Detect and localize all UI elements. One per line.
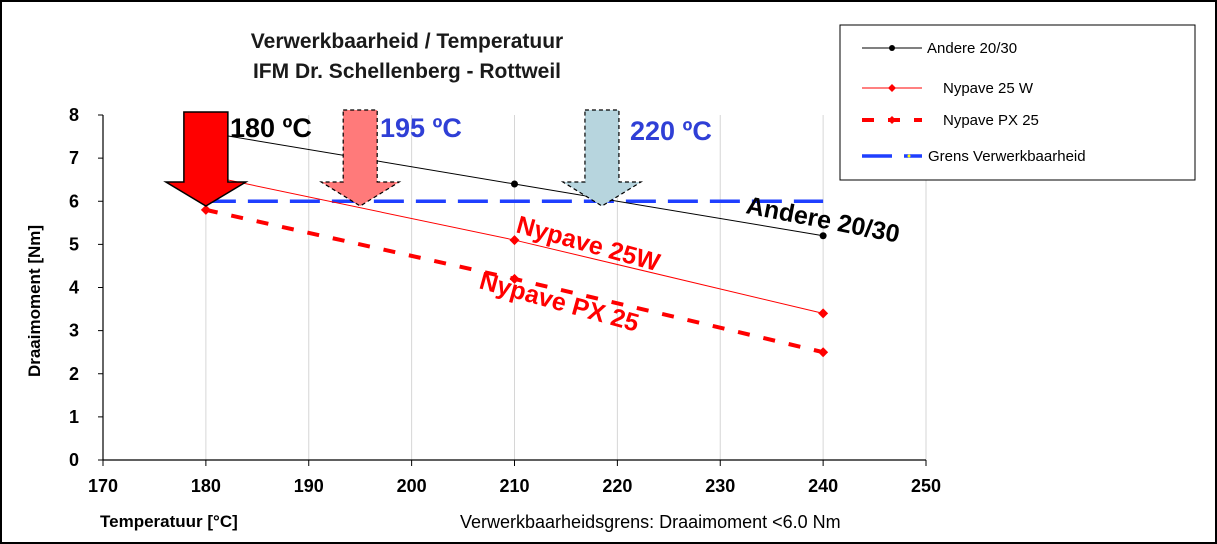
axes — [98, 114, 927, 466]
x-tick-label: 220 — [602, 476, 632, 496]
series-label-nypave-25w: Nypave 25W — [513, 211, 663, 277]
data-point — [818, 308, 829, 319]
legend-label: Grens Verwerkbaarheid — [928, 148, 1086, 165]
x-tick-label: 170 — [88, 476, 118, 496]
y-tick-labels: 0 1 2 3 4 5 6 7 8 — [69, 105, 79, 470]
legend-label: Nypave 25 W — [943, 80, 1034, 97]
y-tick-label: 7 — [69, 148, 79, 168]
y-tick-label: 8 — [69, 105, 79, 125]
arrow-marker — [163, 111, 249, 207]
y-tick-label: 1 — [69, 407, 79, 427]
y-tick-label: 0 — [69, 450, 79, 470]
arrow-group — [163, 109, 644, 207]
legend-label: Nypave PX 25 — [943, 112, 1039, 129]
legend-box — [839, 24, 1196, 181]
temp-label-180: 180 ºC — [230, 113, 312, 143]
x-tick-label: 210 — [499, 476, 529, 496]
x-tick-label: 240 — [808, 476, 838, 496]
x-tick-label: 180 — [191, 476, 221, 496]
x-axis-label: Temperatuur [°C] — [100, 512, 238, 531]
legend: Andere 20/30 Nypave 25 W Nypave PX 25 Grens… — [839, 24, 1196, 181]
temp-label-220: 220 ºC — [630, 116, 712, 146]
x-tick-label: 250 — [911, 476, 941, 496]
legend-label: Andere 20/30 — [927, 40, 1017, 57]
legend-marker — [888, 116, 896, 124]
arrow-marker — [319, 109, 402, 207]
temp-label-195: 195 ºC — [380, 113, 462, 143]
chart-title: Verwerkbaarheid / Temperatuur — [251, 30, 563, 53]
grid-lines — [205, 115, 927, 460]
y-axis-label: Draaimoment [Nm] — [25, 225, 44, 377]
legend-marker — [889, 45, 895, 51]
y-tick-label: 4 — [69, 278, 79, 298]
series-group — [200, 128, 829, 358]
data-point — [511, 180, 518, 188]
legend-marker — [888, 84, 896, 92]
y-tick-label: 6 — [69, 191, 79, 211]
x-tick-label: 190 — [294, 476, 324, 496]
y-tick-label: 5 — [69, 234, 79, 254]
data-point — [509, 235, 520, 246]
arrow-marker — [560, 109, 644, 207]
data-point — [819, 232, 827, 240]
threshold-note: Verwerkbaarheidsgrens: Draaimoment <6.0 … — [460, 512, 841, 532]
chart-subtitle: IFM Dr. Schellenberg - Rottweil — [253, 60, 561, 83]
y-tick-label: 2 — [69, 364, 79, 384]
y-tick-label: 3 — [69, 321, 79, 341]
legend-marker — [907, 154, 911, 158]
x-tick-label: 200 — [397, 476, 427, 496]
x-tick-labels: 170 180 190 200 210 220 230 240 250 — [88, 476, 941, 496]
data-point — [818, 347, 829, 358]
data-point — [200, 204, 211, 215]
x-tick-label: 230 — [705, 476, 735, 496]
data-point — [509, 273, 520, 284]
